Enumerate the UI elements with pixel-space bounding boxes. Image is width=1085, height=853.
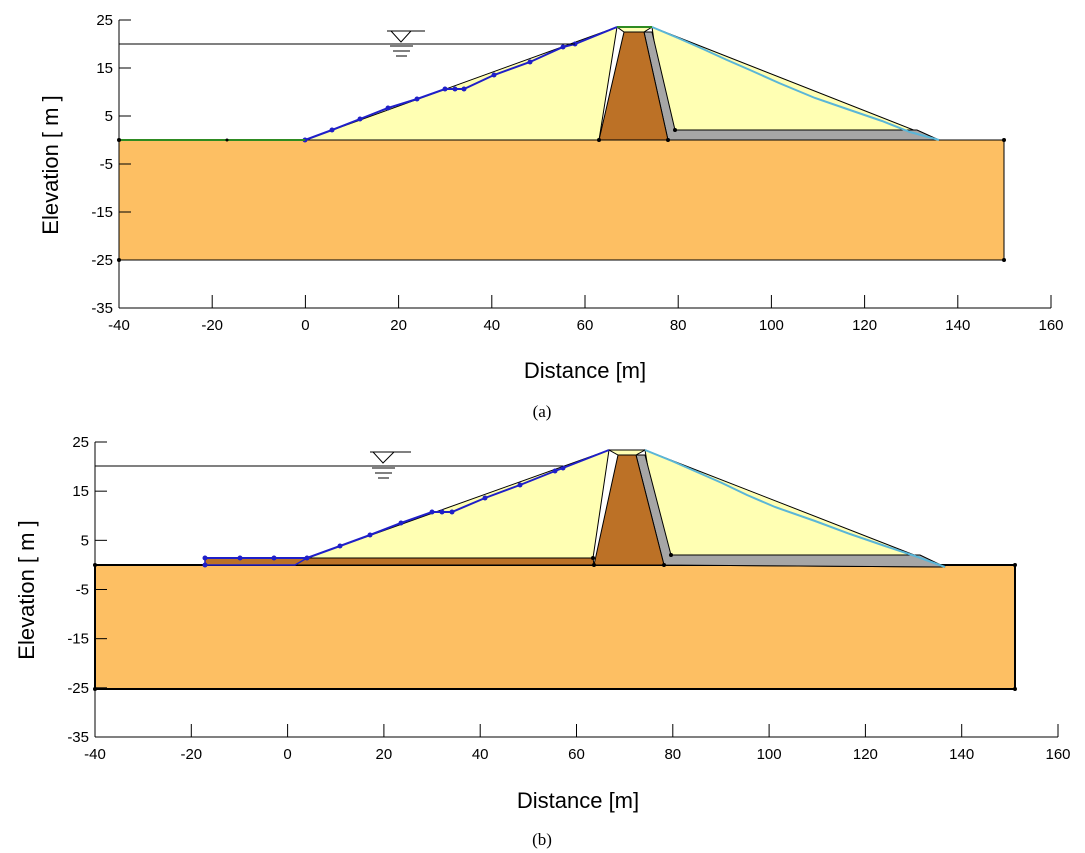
y-tick-label: -5	[100, 156, 113, 173]
foundation-layer	[118, 139, 1005, 261]
y-tick-label: 25	[72, 434, 89, 451]
x-tick-label: 0	[301, 317, 309, 334]
x-tick-label: 20	[376, 746, 393, 763]
panel-b-geometry	[93, 449, 1017, 691]
y-tick-label: 25	[96, 12, 113, 29]
y-tick-label: 5	[81, 532, 89, 549]
upstream-berm	[204, 557, 595, 566]
panel-b-y-axis-label: Elevation [ m ]	[14, 520, 39, 659]
downstream-shell	[644, 449, 946, 568]
x-tick-label: 140	[945, 317, 970, 334]
downstream-shell	[651, 26, 940, 141]
panel-a-caption: (a)	[533, 402, 552, 421]
y-tick-label: 15	[72, 483, 89, 500]
y-tick-label: 15	[96, 60, 113, 77]
x-tick-label: 60	[568, 746, 585, 763]
x-tick-label: 160	[1045, 746, 1070, 763]
x-tick-label: 40	[483, 317, 500, 334]
panel-a-geometry	[117, 26, 1006, 262]
x-tick-label: 100	[757, 746, 782, 763]
x-tick-label: -20	[201, 317, 223, 334]
upstream-shell	[304, 26, 618, 141]
panel-b-x-axis-label: Distance [m]	[517, 788, 639, 813]
panel-a-y-axis: 25 15 5 -5 -15 -25 -35	[91, 12, 131, 317]
y-tick-label: -25	[67, 680, 89, 697]
panel-a-y-axis-label: Elevation [ m ]	[38, 95, 63, 234]
x-tick-label: 60	[577, 317, 594, 334]
x-tick-label: 80	[664, 746, 681, 763]
x-tick-label: 20	[390, 317, 407, 334]
y-tick-label: 5	[105, 108, 113, 125]
panel-a-x-axis: -40 -20 0 20 40 60 80 100 120 140 160	[108, 295, 1064, 334]
boundary-nodes	[117, 128, 1006, 262]
x-tick-label: -40	[84, 746, 106, 763]
upstream-face-nodes	[202, 465, 566, 568]
water-level-symbol	[387, 30, 425, 57]
y-tick-label: -15	[67, 631, 89, 648]
berm-top-line	[204, 557, 308, 566]
x-tick-label: 120	[853, 746, 878, 763]
upstream-face-nodes	[302, 41, 578, 143]
water-level-symbol	[370, 451, 411, 479]
y-tick-label: -25	[91, 252, 113, 269]
x-tick-label: 140	[949, 746, 974, 763]
foundation-layer	[94, 564, 1016, 690]
x-tick-label: 0	[283, 746, 291, 763]
y-tick-label: -15	[91, 204, 113, 221]
x-tick-label: -20	[180, 746, 202, 763]
x-tick-label: 160	[1038, 317, 1063, 334]
panel-b-y-axis: 25 15 5 -5 -15 -25 -35	[67, 434, 107, 746]
y-tick-label: -35	[67, 729, 89, 746]
y-tick-label: -5	[76, 582, 89, 599]
panel-b-x-axis: -40 -20 0 20 40 60 80 100 120 140 160	[84, 724, 1071, 763]
downstream-face-line	[651, 26, 940, 141]
x-tick-label: 100	[759, 317, 784, 334]
y-tick-label: -35	[91, 300, 113, 317]
x-tick-label: 40	[472, 746, 489, 763]
crest	[607, 449, 647, 456]
panel-b: 25 15 5 -5 -15 -25 -35 -40 -20 0 20 40 60 80 100 120 14…	[14, 434, 1071, 849]
x-tick-label: 120	[852, 317, 877, 334]
panel-a-x-axis-label: Distance [m]	[524, 358, 646, 383]
x-tick-label: -40	[108, 317, 130, 334]
panel-b-caption: (b)	[532, 830, 552, 849]
panel-a: 25 15 5 -5 -15 -25 -35 -40 -20 0 20 40 60 80 100 120 14…	[38, 12, 1064, 421]
x-tick-label: 80	[670, 317, 687, 334]
downstream-face-line	[644, 449, 946, 568]
